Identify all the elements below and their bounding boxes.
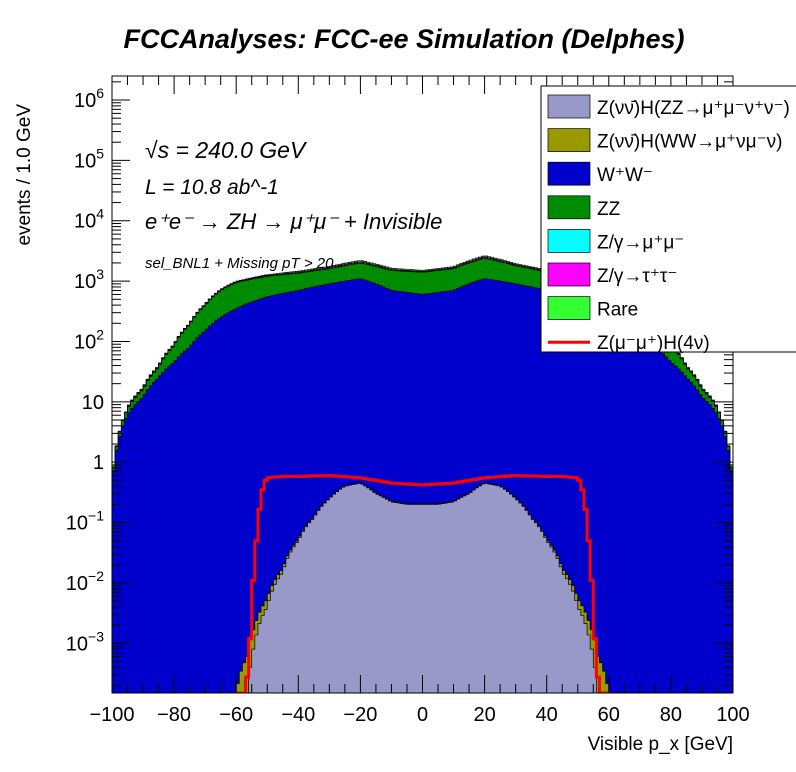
series-z-h-4 [234,474,611,693]
legend: Z(νν̄)H(ZZ→μ⁺μ⁻ν⁺ν⁻) Z(νν̄)H(WW→μ⁺νμ⁻ν) W⁺… [540,85,796,354]
legend-item-w-w: W⁺W⁻ [547,161,653,186]
legend-label: Z/γ→τ⁺τ⁻ [597,266,677,287]
legend-swatch [547,161,591,186]
legend-label: W⁺W⁻ [597,165,653,186]
x-tick-label: −60 [219,704,253,726]
legend-item-zz: ZZ [547,195,621,220]
selection-annotation: sel_BNL1 + Missing pT > 20 [145,255,334,272]
x-axis-label: Visible p_x [GeV] [588,734,733,755]
x-tick-label: −40 [281,704,315,726]
y-tick-label: 1 [93,452,104,474]
legend-swatch [547,94,591,119]
legend-item-z-h-4: Z(μ⁻μ⁺)H(4ν) [548,333,710,354]
legend-swatch [547,195,591,220]
stacked-histograms [112,255,733,693]
energy-annotation: √s = 240.0 GeV [145,137,308,163]
x-tick-label: 20 [473,704,495,726]
y-tick-label: 102 [74,326,104,353]
x-axis: −100 −80 −60 −40 −20 0 20 40 60 80 100 [89,76,750,726]
x-tick-label: 60 [598,704,620,726]
signal-line [234,474,611,693]
legend-item-z-h-ww: Z(νν̄)H(WW→μ⁺νμ⁻ν) [547,128,782,153]
x-tick-label: 80 [660,704,682,726]
legend-label: Z(νν̄)H(ZZ→μ⁺μ⁻ν⁺ν⁻) [597,98,790,119]
x-tick-label: 40 [536,704,558,726]
series-z-h-zz [112,483,733,693]
legend-label: Rare [597,300,638,321]
y-tick-label: 10 [82,392,104,414]
x-tick-label: −20 [343,704,377,726]
x-tick-label: −80 [157,704,191,726]
chart-title: FCCAnalyses: FCC-ee Simulation (Delphes) [123,24,684,54]
x-tick-label: −100 [89,704,134,726]
legend-label: Z(μ⁻μ⁺)H(4ν) [597,333,710,354]
x-tick-label: 0 [417,704,428,726]
y-tick-label: 104 [74,206,104,233]
legend-item-z-h-zz: Z(νν̄)H(ZZ→μ⁺μ⁻ν⁺ν⁻) [547,94,790,119]
legend-swatch [547,229,591,253]
legend-item-z: Z/γ→τ⁺τ⁻ [547,262,677,287]
legend-swatch [547,262,591,287]
x-tick-label: 100 [716,704,749,726]
legend-swatch [547,128,591,152]
legend-item-rare: Rare [547,296,638,321]
legend-item-z: Z/γ→μ⁺μ⁻ [547,229,684,253]
y-tick-label: 105 [74,145,104,172]
legend-label: ZZ [597,199,621,220]
legend-label: Z(νν̄)H(WW→μ⁺νμ⁻ν) [597,132,782,153]
y-axis-label: events / 1.0 GeV [14,104,35,246]
y-tick-label: 106 [74,85,104,112]
legend-label: Z/γ→μ⁺μ⁻ [597,232,684,253]
legend-swatch [547,296,591,320]
process-annotation: e⁺e⁻ → ZH → μ⁺μ⁻ + Invisible [145,209,442,234]
y-tick-label: 10−3 [66,628,104,655]
lumi-annotation: L = 10.8 ab^-1 [145,176,279,199]
y-tick-label: 10−1 [66,508,104,535]
y-tick-label: 103 [74,266,104,293]
y-tick-label: 10−2 [66,568,104,595]
